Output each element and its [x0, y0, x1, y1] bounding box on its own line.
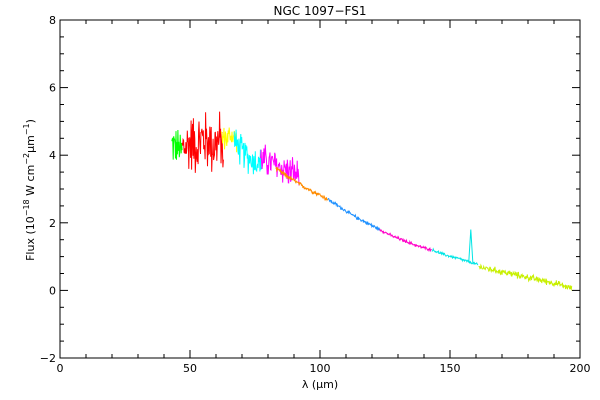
y-label-part-3: μm: [24, 135, 37, 153]
spectrum-series-5: [259, 144, 300, 186]
x-tick-label: 100: [310, 362, 331, 375]
y-tick-label: −2: [40, 352, 56, 365]
spectrum-series-6: [275, 167, 329, 202]
y-tick-label: 0: [49, 284, 56, 297]
y-label-part-1: Flux (10: [24, 216, 37, 261]
spectrum-series-10: [478, 263, 573, 292]
x-tick-label: 150: [440, 362, 461, 375]
y-tick-label: 4: [49, 149, 56, 162]
x-tick-label: 50: [183, 362, 197, 375]
spectrum-series-1: [171, 129, 183, 160]
x-axis-label: λ (μm): [302, 378, 338, 391]
y-tick-label: 8: [49, 14, 56, 27]
y-label-exp-1: −18: [22, 199, 31, 216]
y-label-exp-2: −2: [22, 153, 31, 165]
emission-line-peak: [468, 229, 474, 264]
y-label-part-2: W cm: [24, 165, 37, 200]
spectrum-series-8: [379, 228, 432, 253]
spectrum-series-9: [431, 247, 479, 266]
y-label-part-4: ): [24, 119, 37, 123]
y-tick-label: 6: [49, 82, 56, 95]
x-tick-label: 200: [570, 362, 591, 375]
spectrum-series-4: [233, 129, 264, 175]
plot-frame: [59, 19, 581, 359]
spectrum-series-2: [181, 111, 224, 173]
y-tick-label: 2: [49, 217, 56, 230]
y-axis-label: Flux (10−18 W cm−2μm−1): [22, 119, 37, 261]
y-label-exp-3: −1: [22, 123, 31, 135]
chart-title: NGC 1097−FS1: [273, 4, 366, 18]
x-tick-label: 0: [57, 362, 64, 375]
spectrum-series-7: [327, 198, 381, 231]
